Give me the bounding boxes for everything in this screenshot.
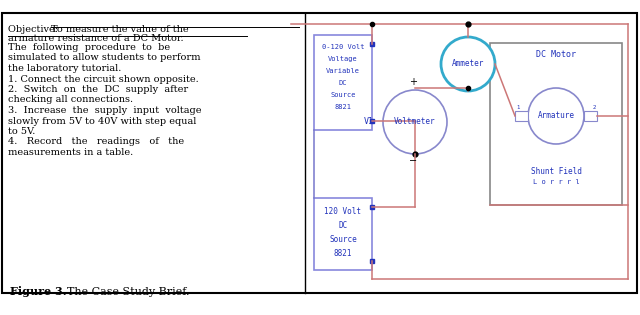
- Text: −: −: [409, 156, 417, 166]
- Circle shape: [441, 37, 495, 91]
- Text: 2: 2: [593, 105, 596, 110]
- Text: armature resistance of a DC Motor.: armature resistance of a DC Motor.: [8, 34, 184, 43]
- Text: slowly from 5V to 40V with step equal: slowly from 5V to 40V with step equal: [8, 117, 196, 125]
- Text: measurements in a table.: measurements in a table.: [8, 148, 133, 157]
- Text: to 5V.: to 5V.: [8, 127, 35, 136]
- Text: Voltmeter: Voltmeter: [394, 117, 436, 127]
- Bar: [584, 111, 597, 121]
- Bar: [314, 198, 372, 270]
- Text: simulated to allow students to perform: simulated to allow students to perform: [8, 54, 200, 62]
- Text: Source: Source: [330, 92, 356, 98]
- Text: 2.  Switch  on  the  DC  supply  after: 2. Switch on the DC supply after: [8, 85, 188, 94]
- Text: Shunt Field: Shunt Field: [531, 167, 581, 176]
- Circle shape: [383, 90, 447, 154]
- Text: To measure the value of the: To measure the value of the: [51, 25, 189, 34]
- Text: 3.  Increase  the  supply  input  voltage: 3. Increase the supply input voltage: [8, 106, 202, 115]
- Text: 4.   Record   the   readings   of   the: 4. Record the readings of the: [8, 138, 184, 146]
- Text: Voltage: Voltage: [328, 56, 358, 62]
- Text: Variable: Variable: [326, 68, 360, 74]
- Bar: [490, 43, 622, 205]
- Circle shape: [528, 88, 584, 144]
- Text: 1: 1: [516, 105, 520, 110]
- Text: checking all connections.: checking all connections.: [8, 95, 133, 105]
- Text: L o r r r l: L o r r r l: [532, 179, 579, 185]
- Text: 0-120 Volt: 0-120 Volt: [322, 44, 364, 50]
- Bar: [2, 13, 637, 293]
- Text: The  following  procedure  to  be: The following procedure to be: [8, 43, 170, 52]
- Text: DC Motor: DC Motor: [536, 50, 576, 59]
- Text: Source: Source: [329, 235, 357, 244]
- Text: the laboratory tutorial.: the laboratory tutorial.: [8, 64, 122, 73]
- Text: Figure 3.: Figure 3.: [10, 286, 67, 297]
- Bar: [314, 35, 372, 130]
- Text: +: +: [409, 77, 417, 87]
- Text: 120 Volt: 120 Volt: [324, 207, 362, 216]
- Text: 1. Connect the circuit shown opposite.: 1. Connect the circuit shown opposite.: [8, 75, 199, 83]
- Text: 8821: 8821: [333, 249, 352, 258]
- Bar: [515, 111, 528, 121]
- Text: DC: DC: [339, 80, 348, 86]
- Text: Ammeter: Ammeter: [452, 60, 484, 68]
- Text: Objective:: Objective:: [8, 25, 61, 34]
- Text: V1: V1: [364, 117, 374, 127]
- Text: Armature: Armature: [538, 112, 575, 121]
- Text: 8821: 8821: [335, 104, 351, 110]
- Text: DC: DC: [339, 221, 348, 230]
- Text: The Case Study Brief.: The Case Study Brief.: [60, 287, 189, 297]
